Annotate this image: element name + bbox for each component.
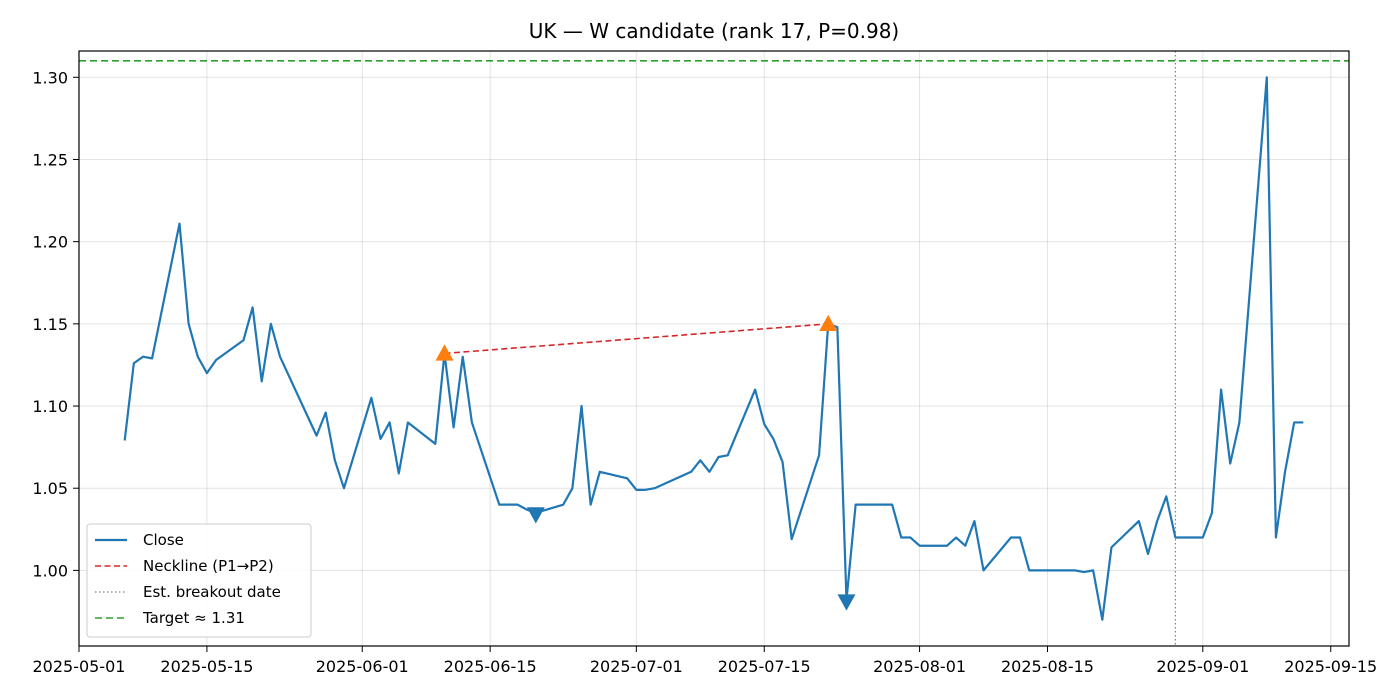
legend-label-close: Close — [143, 531, 184, 549]
y-tick-label: 1.25 — [32, 150, 68, 169]
legend-label-neckline: Neckline (P1→P2) — [143, 557, 274, 575]
x-tick-label: 2025-06-01 — [316, 657, 409, 676]
reference-lines — [79, 51, 1349, 646]
close-price-line — [123, 76, 1304, 621]
peak-marker — [435, 344, 454, 361]
legend-label-breakout: Est. breakout date — [143, 583, 281, 601]
x-tick-label: 2025-06-15 — [444, 657, 537, 676]
plot-frame — [78, 50, 1350, 647]
x-tick-label: 2025-07-01 — [590, 657, 683, 676]
chart-title: UK — W candidate (rank 17, P=0.98) — [529, 19, 899, 43]
x-tick-label: 2025-05-01 — [33, 657, 126, 676]
x-tick-label: 2025-09-01 — [1156, 657, 1249, 676]
markers — [435, 314, 856, 611]
x-tick-label: 2025-07-15 — [718, 657, 811, 676]
y-tick-label: 1.20 — [32, 233, 68, 252]
y-tick-label: 1.05 — [32, 479, 68, 498]
trough-marker — [837, 594, 856, 611]
peak-marker — [819, 314, 838, 332]
x-tick-label: 2025-08-01 — [873, 657, 966, 676]
series-lines — [123, 76, 1304, 621]
legend: Close Neckline (P1→P2) Est. breakout dat… — [86, 523, 312, 638]
y-tick-label: 1.10 — [32, 397, 68, 416]
y-tick-label: 1.15 — [32, 315, 68, 334]
y-tick-label: 1.30 — [32, 68, 68, 87]
trough-marker — [526, 507, 545, 524]
y-tick-label: 1.00 — [32, 561, 68, 580]
axes: 2025-05-01 2025-05-15 2025-06-01 2025-06-15… — [32, 68, 1377, 676]
x-tick-label: 2025-05-15 — [160, 657, 253, 676]
x-tick-label: 2025-09-15 — [1284, 657, 1377, 676]
legend-label-target: Target ≈ 1.31 — [142, 609, 245, 627]
x-tick-label: 2025-08-15 — [1001, 657, 1094, 676]
legend-box — [86, 523, 312, 638]
neckline — [444, 323, 829, 355]
